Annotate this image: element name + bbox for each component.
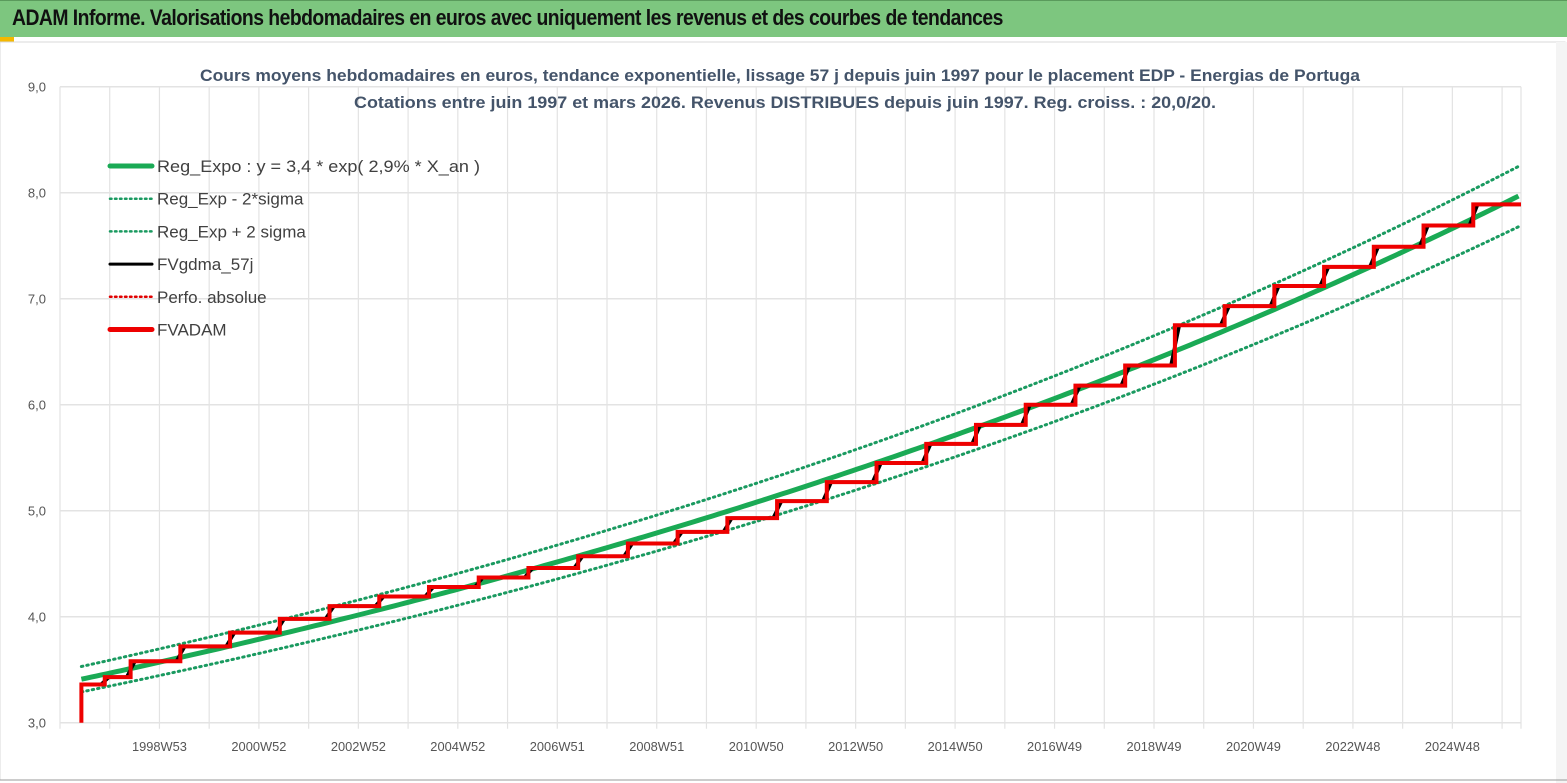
trend-line (80, 193, 1520, 682)
x-tick-label: 2024W48 (1425, 740, 1480, 754)
x-tick-label: 2018W49 (1127, 740, 1182, 754)
x-tick-label: 2008W51 (629, 740, 684, 754)
fvadam-line (79, 202, 1521, 723)
chart-border (0, 41, 1566, 781)
legend: Reg_Expo : y = 3,4 * exp( 2,9% * X_an ) R… (107, 157, 480, 340)
y-tick-label: 8,0 (28, 186, 46, 201)
legend-label: FVgdma_57j (157, 255, 253, 274)
x-tick-label: 2004W52 (430, 740, 485, 754)
x-tick-label: 2002W52 (331, 740, 386, 754)
lower-band-line (79, 225, 1521, 694)
y-tick-label: 5,0 (28, 504, 46, 519)
x-tick-label: 2014W50 (928, 740, 983, 754)
legend-label: FVADAM (157, 321, 227, 340)
legend-label: Reg_Exp + 2 sigma (157, 222, 306, 241)
chart-subtitle: Cotations entre juin 1997 et mars 2026. … (354, 93, 1216, 112)
chart-title: Cours moyens hebdomadaires en euros, ten… (200, 66, 1361, 85)
y-tick-label: 4,0 (28, 610, 46, 625)
legend-label: Reg_Expo : y = 3,4 * exp( 2,9% * X_an ) (157, 157, 480, 176)
x-tick-label: 1998W53 (132, 740, 187, 754)
header-marker (0, 37, 14, 42)
x-tick-label: 2022W48 (1325, 740, 1380, 754)
smoothed-line (81, 202, 1521, 687)
series (79, 164, 1521, 723)
x-axis: 1998W53 2000W52 2002W52 2004W52 2006W51 2008W… (132, 740, 1480, 754)
legend-label: Reg_Exp - 2*sigma (157, 190, 304, 209)
y-axis: 3,0 4,0 5,0 6,0 7,0 8,0 9,0 (28, 80, 46, 731)
x-tick-label: 2020W49 (1226, 740, 1281, 754)
x-tick-label: 2016W49 (1027, 740, 1082, 754)
report-header: ADAM Informe. Valorisations hebdomadaire… (0, 0, 1567, 37)
y-tick-label: 6,0 (28, 398, 46, 413)
x-tick-label: 2000W52 (231, 740, 286, 754)
upper-band-line (79, 164, 1521, 669)
x-tick-label: 2012W50 (828, 740, 883, 754)
y-tick-label: 7,0 (28, 292, 46, 307)
report-title: ADAM Informe. Valorisations hebdomadaire… (12, 5, 1003, 30)
x-tick-label: 2010W50 (729, 740, 784, 754)
right-edge (1556, 42, 1567, 783)
y-tick-label: 3,0 (28, 716, 46, 731)
y-tick-label: 9,0 (28, 80, 46, 95)
x-tick-label: 2006W51 (530, 740, 585, 754)
legend-label: Perfo. absolue (157, 288, 267, 307)
